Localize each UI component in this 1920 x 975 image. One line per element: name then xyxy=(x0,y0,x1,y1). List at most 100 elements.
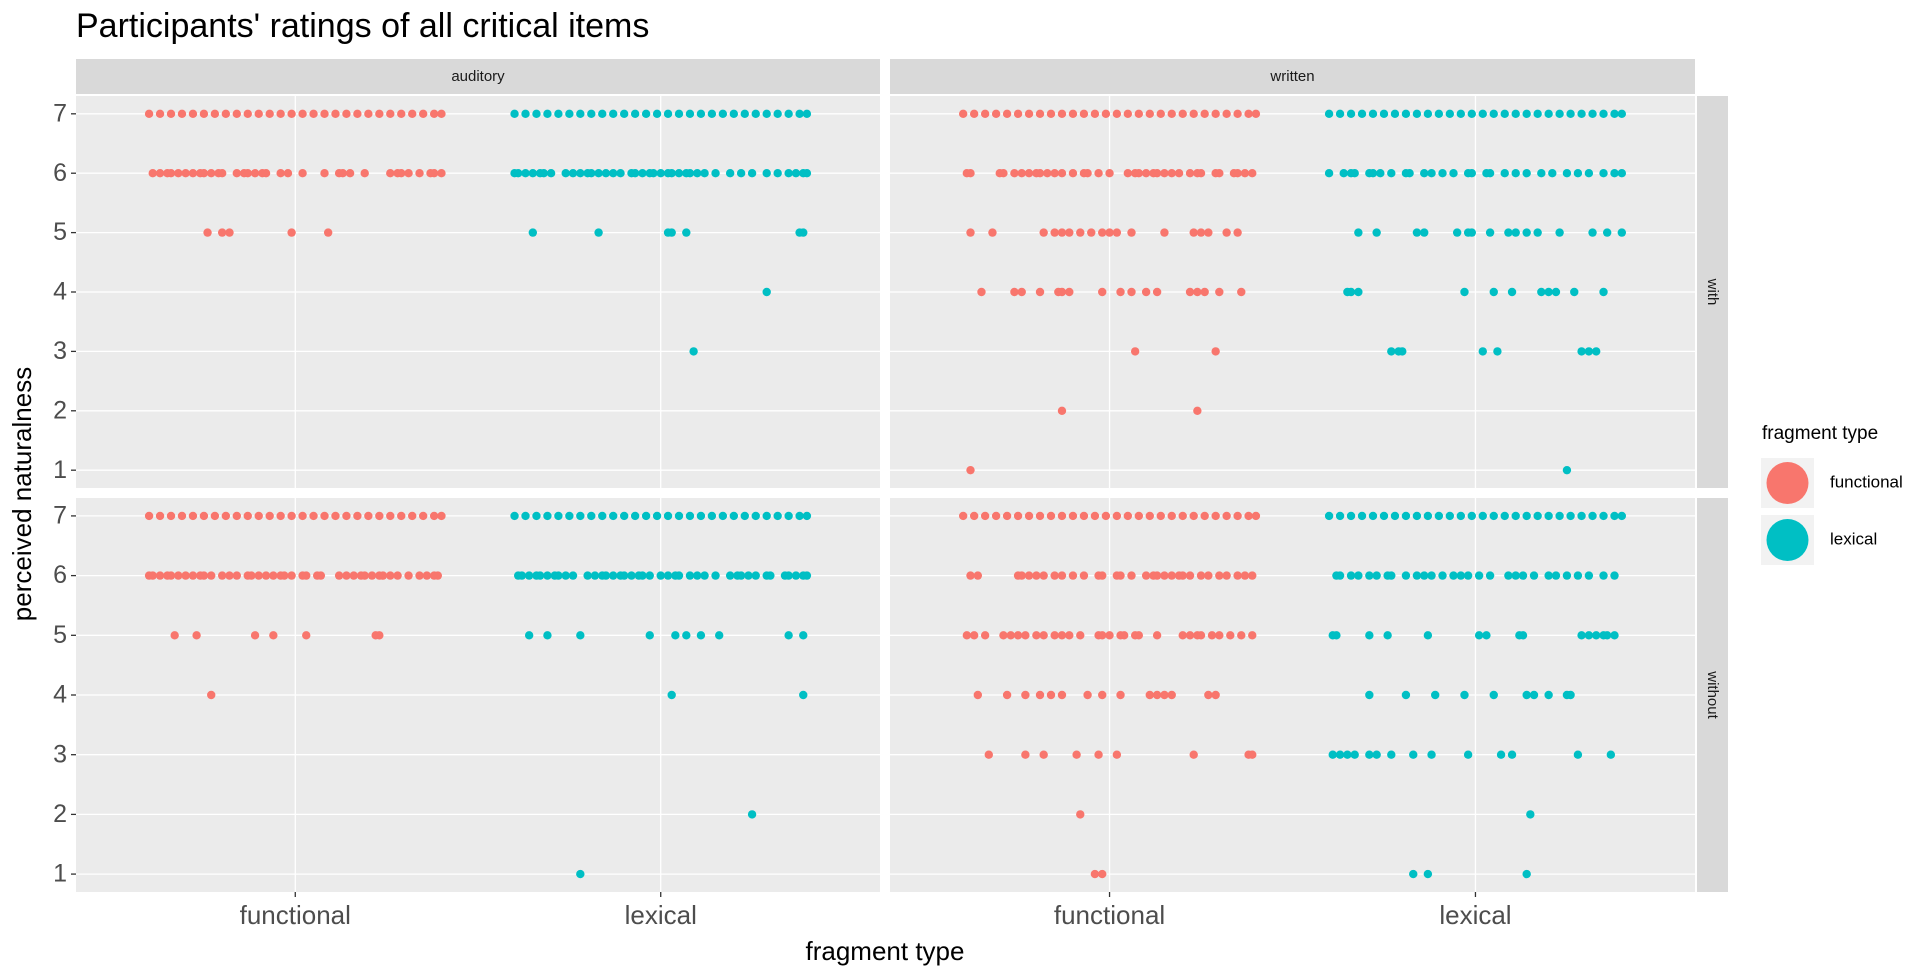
data-point xyxy=(415,169,424,178)
data-point xyxy=(1346,287,1356,297)
data-point xyxy=(638,169,647,178)
data-point xyxy=(609,511,618,521)
data-point xyxy=(1570,287,1579,297)
data-point xyxy=(751,571,760,580)
data-point xyxy=(747,169,757,178)
y-tick-label: 6 xyxy=(53,561,67,589)
data-point xyxy=(1617,228,1627,237)
data-point xyxy=(1467,228,1476,237)
data-point xyxy=(1145,511,1154,521)
data-point xyxy=(791,169,801,178)
data-point xyxy=(364,109,373,119)
data-point xyxy=(1354,228,1363,237)
data-point xyxy=(627,571,636,580)
data-point xyxy=(1339,169,1348,178)
data-point xyxy=(1562,571,1572,580)
data-point xyxy=(630,169,640,178)
data-point xyxy=(696,631,706,640)
data-point xyxy=(1024,109,1034,119)
data-point xyxy=(1079,109,1089,119)
data-point xyxy=(188,169,198,178)
data-point xyxy=(969,511,979,521)
data-point xyxy=(744,571,753,580)
data-point xyxy=(243,169,252,178)
data-point xyxy=(517,571,527,580)
data-point xyxy=(342,109,351,119)
data-point xyxy=(1332,631,1341,640)
data-point xyxy=(1507,287,1517,297)
data-point xyxy=(433,571,442,580)
data-point xyxy=(261,571,271,580)
data-point xyxy=(1233,109,1242,119)
data-point xyxy=(1032,571,1041,580)
data-point xyxy=(546,169,556,178)
data-point xyxy=(682,631,691,640)
data-point xyxy=(397,169,406,178)
data-point xyxy=(802,511,812,521)
data-point xyxy=(543,511,552,521)
data-point xyxy=(210,109,220,119)
data-point xyxy=(1474,631,1484,640)
data-point xyxy=(1544,511,1553,521)
data-point xyxy=(1065,228,1074,237)
data-point xyxy=(232,511,241,521)
strip-label: written xyxy=(1269,68,1314,85)
data-point xyxy=(404,169,413,178)
data-point xyxy=(1555,228,1564,237)
data-point xyxy=(1489,287,1498,297)
data-point xyxy=(221,511,231,521)
data-point xyxy=(652,109,662,119)
data-point xyxy=(166,511,176,521)
data-point xyxy=(1193,287,1202,297)
data-point xyxy=(1046,109,1056,119)
data-point xyxy=(1372,228,1381,237)
data-point xyxy=(283,169,293,178)
data-point xyxy=(1178,511,1187,521)
data-point xyxy=(696,511,706,521)
data-point xyxy=(1610,109,1619,119)
data-point xyxy=(1577,109,1586,119)
data-point xyxy=(1098,631,1107,640)
data-point xyxy=(1196,228,1206,237)
data-point xyxy=(1544,287,1553,297)
data-point xyxy=(1456,571,1466,580)
data-point xyxy=(298,511,307,521)
data-point xyxy=(1068,109,1078,119)
data-point xyxy=(1346,571,1356,580)
data-point xyxy=(334,571,344,580)
data-point xyxy=(740,511,749,521)
data-point xyxy=(166,571,176,580)
data-point xyxy=(1189,750,1198,759)
data-point xyxy=(1372,750,1381,759)
data-point xyxy=(1215,631,1224,640)
data-point xyxy=(397,511,406,521)
data-point xyxy=(1482,631,1491,640)
data-point xyxy=(1050,571,1059,580)
data-point xyxy=(188,109,198,119)
data-point xyxy=(1160,571,1169,580)
data-point xyxy=(375,511,384,521)
data-point xyxy=(685,169,695,178)
data-point xyxy=(1478,347,1487,356)
data-point xyxy=(1537,287,1546,297)
data-point xyxy=(1460,690,1469,700)
y-tick-label: 1 xyxy=(53,860,67,888)
data-point xyxy=(674,109,684,119)
data-point xyxy=(1610,169,1619,178)
data-point xyxy=(619,109,629,119)
data-point xyxy=(1094,750,1103,759)
data-point xyxy=(1024,511,1034,521)
data-point xyxy=(1237,287,1246,297)
x-tick-label: lexical xyxy=(1439,900,1511,930)
data-point xyxy=(177,511,187,521)
data-point xyxy=(802,109,812,119)
data-point xyxy=(1160,228,1169,237)
data-point xyxy=(1401,109,1411,119)
data-point xyxy=(437,169,446,178)
data-point xyxy=(685,571,695,580)
data-point xyxy=(1401,511,1411,521)
data-point xyxy=(1024,571,1034,580)
data-point xyxy=(598,109,607,119)
data-point xyxy=(1185,287,1195,297)
data-point xyxy=(415,571,424,580)
